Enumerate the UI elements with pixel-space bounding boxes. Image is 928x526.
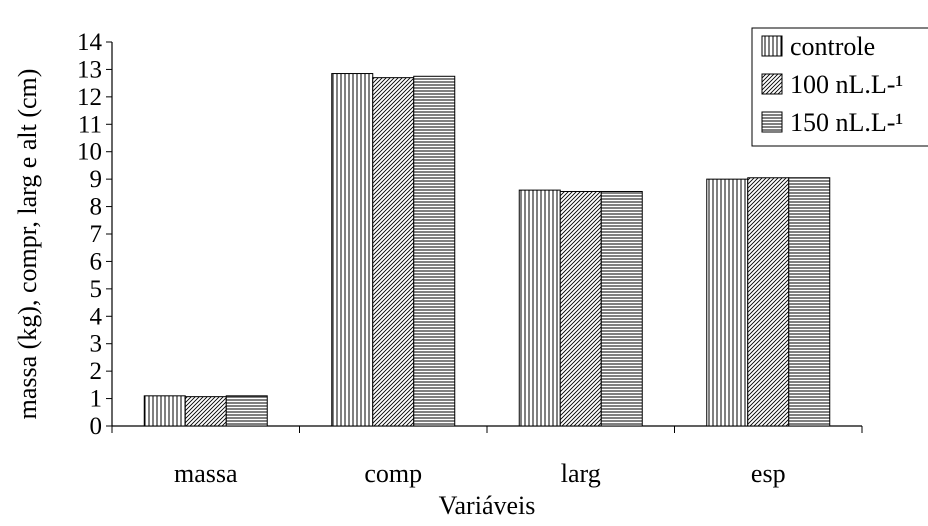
legend-label-1: 100 nL.L-¹ [790, 70, 903, 99]
legend-swatch-1 [761, 73, 783, 95]
legend: controle 100 nL.L-¹ 150 nL.L-¹ [751, 27, 928, 147]
x-tick-label: massa [174, 459, 238, 488]
legend-swatch-2 [761, 111, 783, 133]
y-tick-label: 4 [90, 303, 103, 330]
bar-esp-series-2 [788, 177, 831, 427]
bar-larg-series-1 [559, 190, 602, 427]
y-tick-label: 6 [90, 248, 103, 275]
bar-massa-series-1 [184, 396, 227, 427]
y-tick-label: 5 [90, 276, 103, 303]
x-tick-label: larg [561, 459, 601, 488]
y-tick-label: 11 [78, 111, 102, 138]
x-axis-title: Variáveis [439, 491, 536, 520]
x-tick-label: esp [751, 459, 786, 488]
y-tick-label: 13 [77, 56, 102, 83]
y-tick-label: 8 [90, 194, 103, 221]
y-tick-label: 3 [90, 331, 103, 358]
bar-layer [143, 73, 831, 427]
bar-comp-series-1 [372, 77, 415, 427]
y-tick-label: 10 [77, 139, 102, 166]
y-tick-label: 2 [90, 358, 103, 385]
bar-massa-series-2 [225, 395, 268, 427]
legend-label-0: controle [790, 32, 875, 61]
y-axis-title: massa (kg), compr, larg e alt (cm) [13, 69, 42, 420]
y-tick-label: 9 [90, 166, 103, 193]
legend-swatch-0 [761, 35, 783, 57]
y-tick-label: 1 [90, 386, 103, 413]
legend-label-2: 150 nL.L-¹ [790, 108, 903, 137]
y-tick-label: 7 [90, 221, 103, 248]
bar-larg-series-2 [600, 190, 643, 427]
y-tick-label: 12 [77, 84, 102, 111]
bar-massa-series-0 [143, 395, 186, 427]
x-tick-label: comp [364, 459, 422, 488]
bar-esp-series-0 [706, 178, 749, 427]
bar-esp-series-1 [747, 177, 790, 427]
y-tick-label: 0 [90, 413, 103, 440]
bar-larg-series-0 [518, 189, 561, 427]
bar-comp-series-2 [413, 75, 456, 427]
bar-comp-series-0 [331, 73, 374, 427]
y-tick-label: 14 [77, 29, 103, 56]
